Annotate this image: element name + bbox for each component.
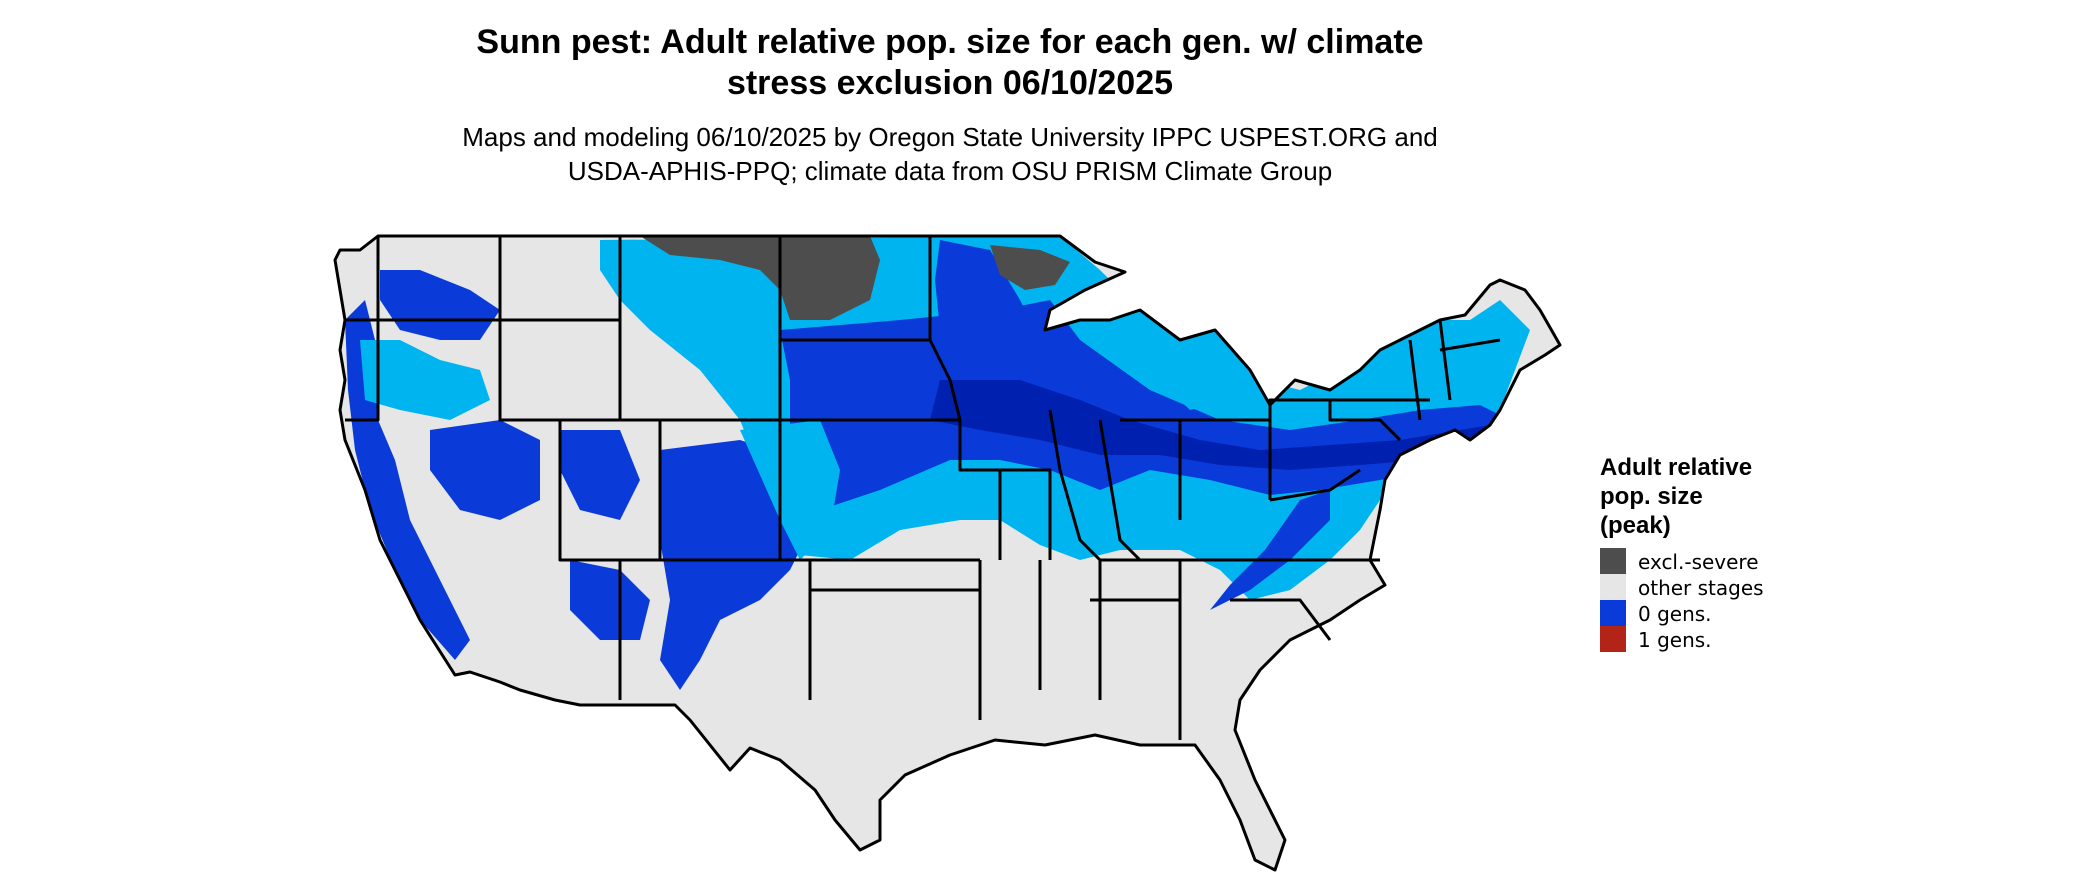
legend-item-1-gens: 1 gens. xyxy=(1600,626,1790,652)
title-line-1: Sunn pest: Adult relative pop. size for … xyxy=(476,23,1424,61)
map-subtitle: Maps and modeling 06/10/2025 by Oregon S… xyxy=(400,120,1500,188)
light-blue-zone-montana xyxy=(610,245,770,330)
excluded-zone-minnesota xyxy=(990,245,1070,290)
excluded-zone-dakota xyxy=(640,236,880,320)
legend-label: other stages xyxy=(1638,576,1764,600)
legend-label: 1 gens. xyxy=(1638,628,1712,652)
subtitle-line-2: USDA-APHIS-PPQ; climate data from OSU PR… xyxy=(567,156,1333,186)
legend-swatch xyxy=(1600,548,1626,574)
legend-items: excl.-severe other stages 0 gens. 1 gens… xyxy=(1600,548,1790,652)
blue-zone-core xyxy=(760,300,1510,530)
state-borders xyxy=(333,234,1562,872)
legend-item-other-stages: other stages xyxy=(1600,574,1790,600)
title-line-2: stress exclusion 06/10/2025 xyxy=(726,64,1174,102)
blue-zone-great-basin xyxy=(430,420,540,520)
legend-title-line-2: pop. size xyxy=(1600,483,1703,510)
map-title: Sunn pest: Adult relative pop. size for … xyxy=(380,22,1520,104)
blue-zone-pacific-northwest xyxy=(380,270,500,340)
legend-label: 0 gens. xyxy=(1638,602,1712,626)
legend-title-line-3: (peak) xyxy=(1600,512,1671,539)
subtitle-line-1: Maps and modeling 06/10/2025 by Oregon S… xyxy=(462,122,1438,152)
dark-blue-zone xyxy=(930,380,1490,470)
light-blue-zone-oregon xyxy=(360,340,490,420)
legend-item-excl-severe: excl.-severe xyxy=(1600,548,1790,574)
blue-zone-utah xyxy=(560,430,640,520)
light-blue-zone-colorado-east xyxy=(740,420,840,560)
legend-label: excl.-severe xyxy=(1638,550,1759,574)
light-blue-zone-michigan xyxy=(1165,320,1230,410)
state-border-lines xyxy=(345,236,1501,740)
map-legend: Adult relative pop. size (peak) excl.-se… xyxy=(1600,453,1790,652)
legend-item-0-gens: 0 gens. xyxy=(1600,600,1790,626)
legend-swatch xyxy=(1600,626,1626,652)
legend-swatch xyxy=(1600,600,1626,626)
blue-zone-arizona xyxy=(570,560,650,640)
legend-title: Adult relative pop. size (peak) xyxy=(1600,453,1790,540)
blue-zone-appalachian xyxy=(1210,490,1330,610)
blue-zone-minnesota xyxy=(935,240,1040,370)
legend-swatch xyxy=(1600,574,1626,600)
population-layer xyxy=(345,236,1530,690)
legend-title-line-1: Adult relative xyxy=(1600,454,1753,481)
